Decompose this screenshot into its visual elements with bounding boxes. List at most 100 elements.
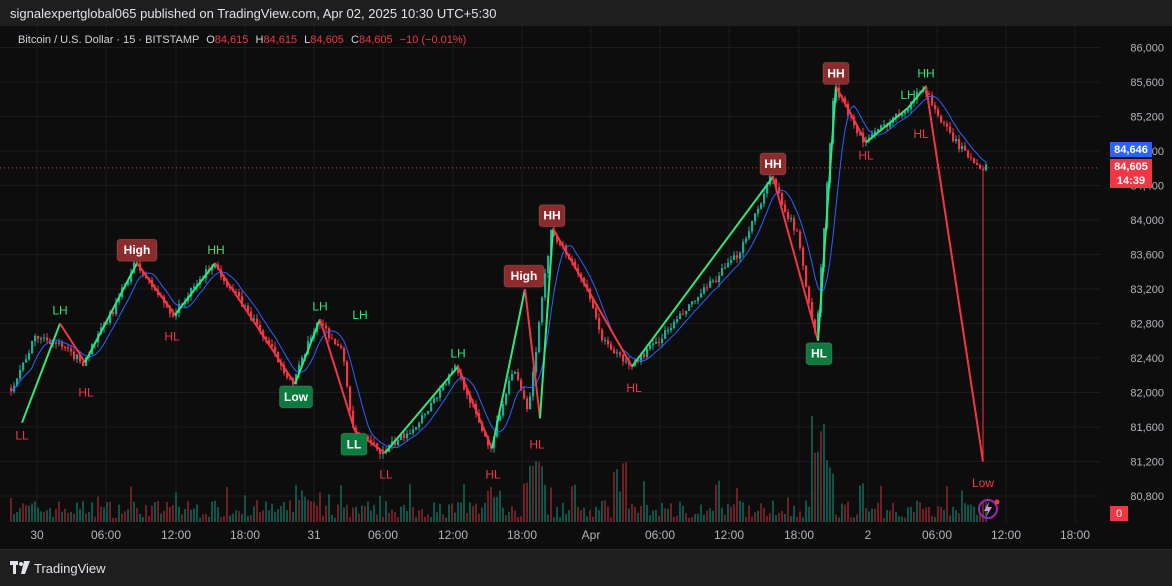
volume-bar <box>274 511 276 522</box>
symbol-legend: Bitcoin / U.S. Dollar · 15 · BITSTAMP O8… <box>18 34 466 46</box>
candle-body <box>433 398 436 404</box>
volume-bar <box>55 508 57 522</box>
volume-bar <box>703 514 705 522</box>
volume-bar <box>454 512 456 522</box>
volume-bar <box>412 507 414 522</box>
volume-bar <box>457 502 459 522</box>
volume-bar <box>646 505 648 522</box>
volume-bar <box>289 500 291 522</box>
price-axis[interactable]: 86,00085,60085,20084,80084,40084,00083,6… <box>1100 26 1172 523</box>
candle-body <box>79 354 82 362</box>
volume-bar <box>376 514 378 522</box>
volume-bar <box>820 431 822 522</box>
volume-bar <box>841 503 843 522</box>
volume-bar <box>529 465 531 522</box>
volume-bar <box>307 499 309 522</box>
volume-bar <box>337 504 339 522</box>
volume-bar <box>865 508 867 522</box>
volume-bar <box>511 506 513 522</box>
volume-bar <box>280 506 282 522</box>
volume-bar <box>313 501 315 522</box>
volume-bar <box>97 496 99 522</box>
swing-label-bg <box>279 385 313 409</box>
candle-body <box>805 265 808 288</box>
volume-bar <box>184 509 186 522</box>
candle-body <box>112 312 115 315</box>
volume-bar <box>310 501 312 522</box>
swing-label-bg <box>822 61 850 85</box>
candle-body <box>223 277 226 282</box>
time-tick-label: 12:00 <box>161 528 191 542</box>
volume-bar <box>937 506 939 522</box>
candle-body <box>370 439 373 443</box>
swing-line <box>174 262 216 316</box>
swing-line <box>817 86 837 341</box>
open-label: O <box>206 34 215 46</box>
volume-bar <box>433 502 435 522</box>
candle-body <box>403 433 406 439</box>
candle-body <box>235 291 238 293</box>
candle-body <box>373 442 376 444</box>
candle-body <box>214 264 217 268</box>
volume-bar <box>328 494 330 522</box>
swing-label-bg <box>759 152 787 176</box>
volume-bar <box>832 473 834 522</box>
volume-bar <box>958 513 960 522</box>
candle-body <box>637 360 640 362</box>
volume-bar <box>667 508 669 522</box>
volume-bar <box>346 504 348 522</box>
volume-bar <box>262 510 264 522</box>
candle-body <box>505 393 508 405</box>
volume-bar <box>739 500 741 522</box>
candle-body <box>745 238 748 243</box>
volume-bar <box>517 517 519 522</box>
volume-bar <box>754 512 756 522</box>
price-tick-label: 82,800 <box>1130 319 1164 331</box>
candle-body <box>676 319 679 322</box>
time-axis[interactable]: 30 06:00 12:00 18:00 31 06:00 12:00 18:00 Apr 06:… <box>0 523 1172 549</box>
price-chart[interactable]: LL LH HL High HH HL Low LH LH LL LL LH HL High HL HH HL H… <box>0 26 1100 523</box>
price-tick-label: 83,200 <box>1130 284 1164 296</box>
candle-body <box>730 259 733 263</box>
volume-bar <box>205 513 207 522</box>
candle-body <box>808 287 811 302</box>
volume-bar <box>736 488 738 522</box>
volume-bar <box>358 513 360 522</box>
volume-bar <box>799 511 801 522</box>
volume-bar <box>64 508 66 522</box>
volume-bar <box>898 516 900 522</box>
candle-body <box>169 307 172 314</box>
volume-bar <box>811 415 813 522</box>
candle-body <box>661 338 664 343</box>
price-tick-label: 81,200 <box>1130 457 1164 469</box>
volume-bar <box>325 505 327 522</box>
candle-body <box>655 341 658 344</box>
swing-line <box>319 318 356 432</box>
volume-bar <box>256 500 258 522</box>
candle-body <box>268 340 271 345</box>
volume-bar <box>856 514 858 522</box>
candle-body <box>979 165 982 169</box>
volume-bar <box>400 506 402 522</box>
candle-body <box>499 415 502 421</box>
candle-body <box>646 348 649 357</box>
volume-bar <box>631 503 633 522</box>
volume-bar <box>649 515 651 522</box>
volume-bar <box>199 517 201 522</box>
candle-body <box>409 433 412 435</box>
volume-bar <box>253 506 255 522</box>
volume-bar <box>172 504 174 522</box>
volume-bar <box>160 513 162 522</box>
candle-body <box>445 383 448 385</box>
candle-body <box>961 145 964 150</box>
volume-bar <box>187 500 189 522</box>
swing-label: HL <box>858 148 874 162</box>
volume-bar <box>139 513 141 522</box>
volume-bar <box>700 504 702 522</box>
candle-body <box>526 398 529 410</box>
volume-bar <box>592 516 594 522</box>
candle-body <box>349 386 352 411</box>
candle-body <box>424 414 427 416</box>
volume-bar <box>655 509 657 522</box>
